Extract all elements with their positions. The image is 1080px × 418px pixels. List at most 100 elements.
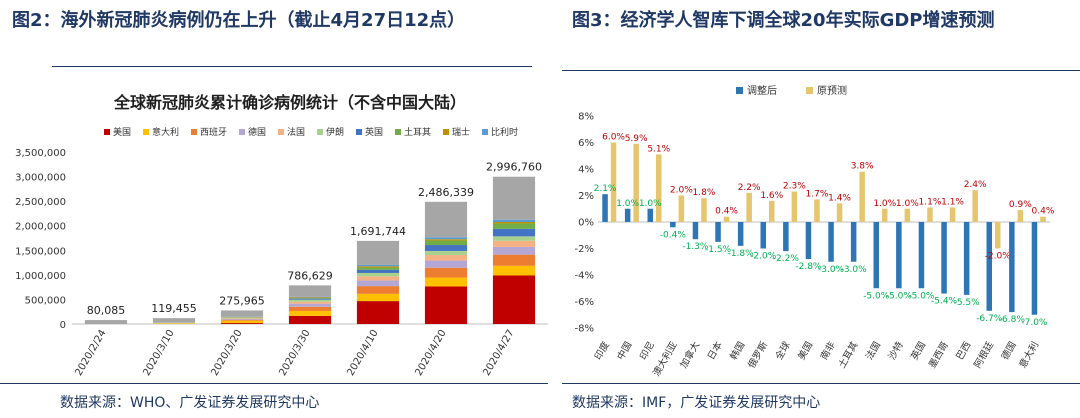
label-original: 2.2% <box>738 183 761 193</box>
bar-segment <box>356 293 400 302</box>
legend-swatch <box>443 129 449 135</box>
legend-swatch <box>278 129 284 135</box>
legend-label: 意大利 <box>152 126 179 138</box>
legend-item: 西班牙 <box>191 126 227 138</box>
label-adjusted: -5.0% <box>863 291 890 301</box>
y-tick-label: 3,000,000 <box>15 173 66 184</box>
label-original: 2.0% <box>670 186 693 196</box>
bar-adjusted <box>670 222 676 228</box>
bar-adjusted <box>692 222 699 240</box>
legend-item: 瑞士 <box>443 126 470 138</box>
label-adjusted: -3.0% <box>841 265 868 275</box>
bar-adjusted <box>1031 222 1038 315</box>
bar-adjusted <box>918 222 925 289</box>
bar-segment <box>356 269 400 273</box>
y-tick-label: 2,500,000 <box>15 197 66 208</box>
bar-segment <box>424 239 468 241</box>
figure-2-title: 图2：海外新冠肺炎病例仍在上升（截止4月27日12点） <box>12 10 466 31</box>
legend-swatch <box>806 87 813 94</box>
bar-original <box>814 199 820 222</box>
bar-segment <box>492 254 536 266</box>
label-adjusted: -5.0% <box>886 291 913 301</box>
y-tick-label: 2% <box>578 191 594 202</box>
bar-adjusted <box>828 222 834 262</box>
legend-label: 英国 <box>365 126 383 138</box>
bar-segment <box>220 318 264 319</box>
x-tick-label: 2020/4/10 <box>345 328 380 378</box>
bar-adjusted <box>896 222 902 289</box>
legend-item: 英国 <box>356 126 383 138</box>
legend-item: 伊朗 <box>317 126 344 138</box>
bar-original <box>904 208 911 222</box>
bar-segment <box>356 267 400 270</box>
y-tick-label: 1,000,000 <box>15 271 66 282</box>
bar-segment <box>356 276 400 281</box>
bar-segment <box>492 219 536 223</box>
x-tick-label: 英国 <box>908 340 928 362</box>
bar-original <box>972 190 978 222</box>
bar-segment <box>288 306 332 311</box>
label-original: 1.1% <box>919 197 942 207</box>
label-original: 1.4% <box>828 193 851 203</box>
x-tick-label: 巴西 <box>954 340 973 362</box>
bar-original <box>633 143 639 222</box>
x-tick-label: 韩国 <box>728 340 748 362</box>
left-bottom-rule <box>0 383 548 384</box>
x-tick-label: 德国 <box>999 340 1019 362</box>
chart-title: 全球新冠肺炎累计确诊病例统计（不含中国大陆） <box>113 93 466 112</box>
legend-label: 原预测 <box>817 84 847 97</box>
y-tick-label: 4% <box>578 165 594 176</box>
legend-item: 土耳其 <box>395 126 431 138</box>
label-original: 1.1% <box>941 197 964 207</box>
right-source-note: 数据来源：IMF，广发证券发展研究中心 <box>572 395 821 411</box>
label-adjusted: -6.7% <box>976 314 1003 324</box>
label-adjusted: -7.0% <box>1021 318 1048 328</box>
y-tick-label: -8% <box>575 324 594 335</box>
bar-segment <box>356 240 400 265</box>
label-adjusted: -5.5% <box>954 298 981 308</box>
y-tick-label: 500,000 <box>25 295 66 306</box>
label-adjusted: -1.8% <box>728 249 755 259</box>
legend-item: 德国 <box>239 126 266 138</box>
bar-original <box>678 195 685 222</box>
label-original: 2.3% <box>783 182 806 192</box>
right-bottom-rule <box>562 383 1080 384</box>
bar-segment <box>492 265 536 276</box>
bar-total-label: 80,085 <box>87 304 126 317</box>
bar-segment <box>424 237 468 240</box>
label-adjusted: -2.8% <box>795 262 822 272</box>
bar-total-label: 2,486,339 <box>418 186 474 199</box>
bar-segment <box>356 301 400 324</box>
bar-segment <box>356 286 400 294</box>
bar-segment <box>288 301 332 304</box>
bar-segment <box>220 317 264 319</box>
bar-adjusted <box>760 222 766 249</box>
legend-swatch <box>482 129 488 135</box>
label-original: 0.4% <box>1032 207 1055 217</box>
y-tick-label: 6% <box>578 138 594 149</box>
x-tick-label: 意大利 <box>1017 340 1042 371</box>
legend-label: 法国 <box>287 126 305 138</box>
bar-segment <box>288 298 332 299</box>
bar-adjusted <box>963 222 970 295</box>
legend-swatch <box>317 129 323 135</box>
bar-adjusted <box>1009 222 1015 313</box>
covid-cases-stacked-bar-chart: 全球新冠肺炎累计确诊病例统计（不含中国大陆） 美国 意大利 西班牙 德国 法国 伊朗 英国 土耳… <box>15 93 548 378</box>
bar-original <box>746 192 752 222</box>
label-adjusted: -5.0% <box>908 291 935 301</box>
bar-segment <box>424 260 468 268</box>
y-tick-label: -4% <box>575 271 594 282</box>
label-adjusted: -2.0% <box>750 252 777 262</box>
bar-segment <box>424 201 468 238</box>
label-original: 3.8% <box>851 162 874 172</box>
label-adjusted: -6.8% <box>999 315 1026 325</box>
label-original: 1.0% <box>896 199 919 209</box>
figure-3-title: 图3：经济学人智库下调全球20年实际GDP增速预测 <box>572 10 995 31</box>
x-tick-label: 印尼 <box>637 340 657 362</box>
legend-label: 西班牙 <box>200 126 227 138</box>
x-tick-label: 沙特 <box>886 339 906 362</box>
label-adjusted: -1.5% <box>705 245 732 255</box>
bar-segment <box>288 298 332 300</box>
bar-segment <box>356 280 400 287</box>
bar-original <box>882 208 888 222</box>
